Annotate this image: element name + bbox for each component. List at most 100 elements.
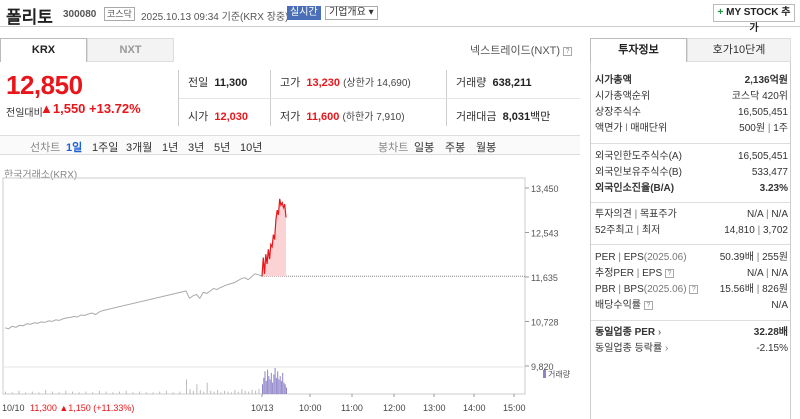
market-cap-value: 2,136억원 (744, 75, 788, 86)
period-1w[interactable]: 1주일 (92, 142, 119, 154)
company-overview-button[interactable]: 기업개요 ▾ (325, 6, 378, 20)
per-date: (2025.06) (643, 252, 687, 263)
prev-day-summary: 11,300 ▲1,150 (+11.33%) (30, 403, 134, 413)
help-icon[interactable]: ? (643, 301, 653, 310)
volume-bar (237, 391, 239, 394)
help-icon[interactable]: ? (563, 47, 573, 56)
panel-divider (591, 143, 790, 144)
row-per: PER | EPS(2025.06) 50.39배 | 255원 (595, 251, 788, 265)
foreign-hold-label: 외국인보유주식수(B) (595, 167, 682, 178)
shares-value: 16,505,451 (737, 107, 788, 118)
nxt-link[interactable]: 넥스트레이드(NXT) ? (470, 42, 573, 58)
price-change: ▲1,550 (40, 101, 85, 116)
volume-bar (92, 392, 94, 394)
previous-day-line (4, 273, 263, 330)
row-market-cap-rank: 시가총액순위 코스닥 420위 (595, 90, 788, 104)
volume-bar (45, 389, 47, 394)
stat-volume: 거래량 638,211 (456, 74, 532, 90)
est-per-value: N/A (747, 268, 764, 279)
period-3m[interactable]: 3개월 (126, 142, 153, 154)
stat-high-value: 13,230 (306, 77, 341, 89)
volume-bar (98, 390, 100, 395)
row-sector-rate[interactable]: 동일업종 등락률 › -2.15% (595, 342, 788, 356)
y-tick-label: 9,820 (531, 362, 554, 372)
x-tick-label: 10:00 (299, 403, 322, 413)
tab-krx[interactable]: KRX (0, 38, 87, 62)
today-line (261, 198, 287, 277)
row-pbr: PBR | BPS(2025.06) ? 15.56배 | 826원 (595, 283, 788, 297)
eps-value: 255원 (762, 252, 788, 263)
realtime-button[interactable]: 실시간 (287, 6, 321, 20)
volume-bar (273, 374, 275, 394)
w52-low-value: 3,702 (762, 225, 788, 236)
row-opinion: 투자의견 | 목표주가 N/A | N/A (595, 208, 788, 222)
candle-day[interactable]: 일봉 (414, 142, 435, 154)
pbr-label: PBR (595, 284, 616, 295)
x-tick-label: 11:00 (341, 403, 363, 413)
stock-name: 폴리토 (6, 8, 53, 27)
pbr-value: 15.56배 (719, 284, 754, 295)
period-3y[interactable]: 3년 (188, 142, 205, 154)
help-icon[interactable]: ? (664, 269, 674, 278)
volume-bar (186, 379, 187, 394)
row-foreign-ratio: 외국인소진율(B/A) 3.23% (595, 182, 788, 196)
market-cap-rank-label: 시가총액순위 (595, 91, 651, 102)
face-label-group: 액면가 l 매매단위 (595, 122, 667, 136)
row-foreign-hold: 외국인보유주식수(B) 533,477 (595, 166, 788, 180)
volume-bar (85, 391, 87, 394)
stock-header: 폴리토 300080 코스닥 2025.10.13 09:34 기준(KRX 장… (0, 0, 800, 34)
period-1y[interactable]: 1년 (162, 142, 179, 154)
chevron-right-icon: › (662, 343, 669, 354)
candle-month[interactable]: 월봉 (476, 142, 497, 154)
period-1d[interactable]: 1일 (66, 142, 83, 154)
tab-invest-info[interactable]: 투자정보 (590, 38, 687, 62)
eps-label: EPS (623, 252, 644, 263)
tab-orderbook[interactable]: 호가10단계 (687, 38, 791, 62)
volume-bar (274, 368, 276, 394)
stat-low: 저가 11,600 (하한가 7,910) (280, 108, 405, 124)
opinion-label: 투자의견 (595, 209, 632, 220)
stat-open-value: 12,030 (214, 111, 249, 123)
help-icon[interactable]: ? (689, 285, 699, 294)
row-dividend: 배당수익률 ? N/A (595, 299, 788, 313)
stat-volume-value: 638,211 (492, 77, 532, 89)
x-tick-label: 13:00 (423, 403, 446, 413)
tab-nxt[interactable]: NXT (87, 38, 174, 62)
sector-per-label: 동일업종 PER (595, 327, 656, 338)
add-mystock-button[interactable]: + MY STOCK 추가 (713, 4, 795, 34)
period-10y[interactable]: 10년 (240, 142, 263, 154)
volume-bar (224, 390, 225, 395)
w52-low-label: 최저 (641, 225, 661, 236)
volume-bar (258, 389, 260, 394)
sector-rate-value: -2.15% (756, 343, 788, 354)
volume-bar (139, 391, 141, 394)
lower-limit: (하한가 7,910) (342, 112, 405, 123)
face-label: 액면가 (595, 123, 623, 134)
foreign-ratio-label: 외국인소진율(B/A) (595, 183, 675, 194)
sector-rate-label: 동일업종 등락률 (595, 343, 663, 354)
add-mystock-label: MY STOCK 추가 (726, 7, 791, 34)
shares-label: 상장주식수 (595, 107, 641, 118)
chevron-down-icon: ▾ (365, 7, 374, 18)
row-face: 액면가 l 매매단위 500원 | 1주 (595, 122, 788, 136)
candle-week[interactable]: 주봉 (445, 142, 466, 154)
period-5y[interactable]: 5년 (214, 142, 231, 154)
foreign-ratio-value: 3.23% (759, 183, 788, 194)
price-change-value: 1,550 (52, 101, 86, 116)
volume-bar (72, 391, 73, 394)
volume-bar (272, 382, 274, 394)
foreign-hold-value: 533,477 (751, 167, 788, 178)
y-tick-label: 11,635 (531, 273, 558, 283)
row-sector-per[interactable]: 동일업종 PER › 32.28배 (595, 326, 788, 340)
per-label: PER (595, 252, 616, 263)
volume-bar (165, 390, 167, 395)
volume-bar (38, 392, 40, 394)
volume-bar (284, 384, 286, 395)
upper-limit: (상한가 14,690) (343, 78, 411, 89)
volume-bar (248, 391, 250, 394)
volume-legend-swatch (543, 370, 546, 378)
target-label: 목표주가 (639, 209, 677, 220)
volume-bar (277, 371, 279, 395)
volume-bar (125, 390, 127, 395)
